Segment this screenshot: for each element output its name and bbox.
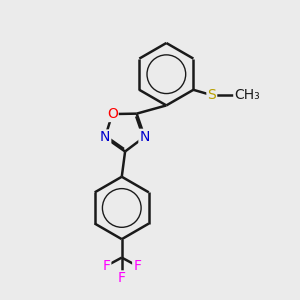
Text: N: N [140, 130, 150, 144]
Text: F: F [118, 272, 126, 285]
Text: CH₃: CH₃ [234, 88, 260, 102]
Text: F: F [133, 259, 141, 273]
Text: S: S [207, 88, 216, 102]
Text: F: F [102, 259, 110, 273]
Text: O: O [107, 107, 118, 121]
Text: N: N [100, 130, 110, 145]
